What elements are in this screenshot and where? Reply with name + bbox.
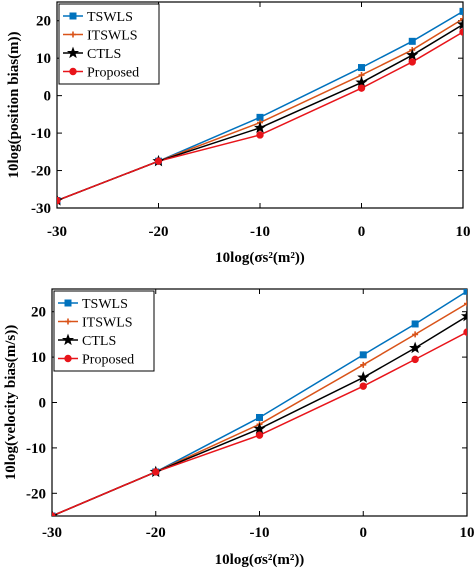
data-point-tswls — [358, 64, 365, 72]
x-axis-label: 10log(σs²(m²)) — [215, 250, 305, 266]
x-tick-label: -30 — [47, 224, 67, 240]
legend-label: ITSWLS — [87, 29, 138, 44]
legend-label: TSWLS — [82, 297, 128, 312]
data-point-tswls — [459, 7, 463, 15]
data-point-proposed — [463, 328, 467, 336]
data-point-ctls — [253, 422, 266, 434]
data-point-proposed — [359, 382, 367, 390]
y-tick-label: -10 — [26, 441, 46, 457]
x-tick-label: 0 — [360, 525, 368, 541]
data-point-tswls — [463, 289, 467, 295]
y-tick-label: 20 — [36, 14, 51, 30]
data-point-proposed — [52, 512, 56, 516]
data-point-ctls — [406, 48, 419, 61]
legend-marker — [69, 67, 77, 76]
legend-label: Proposed — [82, 353, 134, 368]
data-point-ctls — [409, 341, 422, 354]
y-tick-label: 0 — [39, 396, 47, 412]
legend-marker — [65, 318, 71, 325]
data-point-itswls — [460, 15, 463, 22]
data-point-tswls — [359, 351, 367, 359]
legend-marker — [61, 333, 75, 346]
legend-marker — [64, 354, 72, 363]
series-line-proposed — [52, 331, 467, 516]
x-tick-label: 10 — [460, 525, 474, 541]
data-point-ctls — [460, 309, 467, 322]
chart-panel-2: -30 -20 -10 0 10 -20 -10 0 10 20 10log(σs²(m²)) 10l… — [3, 288, 474, 568]
legend: TSWLS ITSWLS CTLS Proposed — [58, 3, 160, 85]
legend-marker — [69, 12, 77, 20]
y-tick-label: 0 — [44, 89, 52, 105]
data-point-ctls — [456, 18, 463, 30]
y-axis-label: 10log(velocity bias(m/s)) — [3, 325, 19, 480]
x-tick-label: -30 — [42, 525, 62, 541]
data-point-proposed — [154, 157, 163, 165]
legend: TSWLS ITSWLS CTLS Proposed — [53, 290, 155, 372]
data-point-proposed — [57, 196, 61, 205]
legend-label: TSWLS — [87, 10, 133, 25]
y-tick-label: -10 — [31, 126, 51, 142]
data-point-tswls — [256, 113, 264, 121]
x-tick-label: -10 — [250, 224, 270, 240]
y-tick-label: -20 — [26, 486, 46, 502]
series-group — [57, 7, 463, 206]
x-tick-label: -20 — [146, 525, 166, 541]
data-point-proposed — [256, 131, 264, 139]
x-axis-label: 10log(σs²(m²)) — [215, 552, 305, 568]
series-line-proposed — [57, 31, 463, 202]
data-point-ctls — [253, 121, 267, 133]
y-tick-label: -30 — [31, 201, 51, 217]
x-tick-label: -20 — [149, 224, 169, 240]
y-axis-label: 10log(position bias(m)) — [6, 31, 22, 178]
x-tick-label: -10 — [250, 525, 270, 541]
y-tick-label: 10 — [36, 51, 51, 67]
data-point-itswls — [412, 331, 419, 338]
y-tick-label: -20 — [31, 164, 51, 180]
series-group — [52, 289, 467, 516]
legend-label: Proposed — [87, 66, 139, 81]
data-point-proposed — [255, 431, 264, 439]
data-point-itswls — [360, 361, 367, 368]
legend-label: CTLS — [87, 47, 121, 62]
legend-label: CTLS — [82, 334, 116, 349]
data-point-proposed — [459, 28, 463, 36]
x-tick-label: 0 — [358, 224, 366, 240]
y-tick-label: 20 — [31, 305, 46, 321]
data-point-itswls — [464, 300, 467, 307]
data-point-proposed — [408, 58, 416, 66]
data-point-tswls — [411, 320, 419, 328]
y-tick-label: 10 — [31, 350, 46, 366]
data-point-ctls — [357, 371, 370, 383]
data-point-proposed — [411, 355, 419, 364]
data-point-tswls — [256, 413, 263, 421]
legend-marker — [64, 299, 72, 307]
data-point-proposed — [357, 84, 366, 92]
data-point-tswls — [408, 37, 416, 45]
chart-panel-1: -30 -20 -10 0 10 -30 -20 -10 0 10 20 10log(σs²(m²))… — [6, 1, 471, 266]
legend-marker — [70, 31, 76, 38]
legend-marker — [66, 46, 80, 59]
x-tick-label: 10 — [456, 224, 471, 240]
legend-label: ITSWLS — [82, 316, 133, 331]
data-point-proposed — [152, 468, 160, 476]
